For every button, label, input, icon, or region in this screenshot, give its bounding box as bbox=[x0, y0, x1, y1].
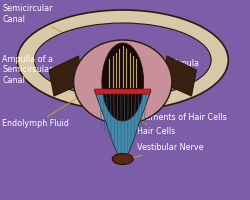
Text: Semicircular
Canal: Semicircular Canal bbox=[2, 4, 62, 32]
Text: Endolymph Fluid: Endolymph Fluid bbox=[2, 94, 84, 129]
Ellipse shape bbox=[17, 10, 228, 110]
Polygon shape bbox=[94, 91, 151, 157]
Text: Vestibular Nerve: Vestibular Nerve bbox=[131, 144, 204, 158]
Polygon shape bbox=[94, 89, 151, 94]
Text: Filaments of Hair Cells: Filaments of Hair Cells bbox=[138, 108, 227, 122]
Polygon shape bbox=[49, 56, 81, 96]
Polygon shape bbox=[164, 56, 196, 96]
Polygon shape bbox=[96, 94, 150, 157]
Ellipse shape bbox=[112, 154, 133, 164]
Text: Cupula: Cupula bbox=[144, 60, 200, 68]
Polygon shape bbox=[102, 43, 144, 121]
Ellipse shape bbox=[34, 23, 211, 97]
Text: Ampulla of a
Semicircular
Canal: Ampulla of a Semicircular Canal bbox=[2, 55, 76, 85]
Ellipse shape bbox=[74, 40, 172, 124]
Text: Hair Cells: Hair Cells bbox=[138, 120, 176, 136]
